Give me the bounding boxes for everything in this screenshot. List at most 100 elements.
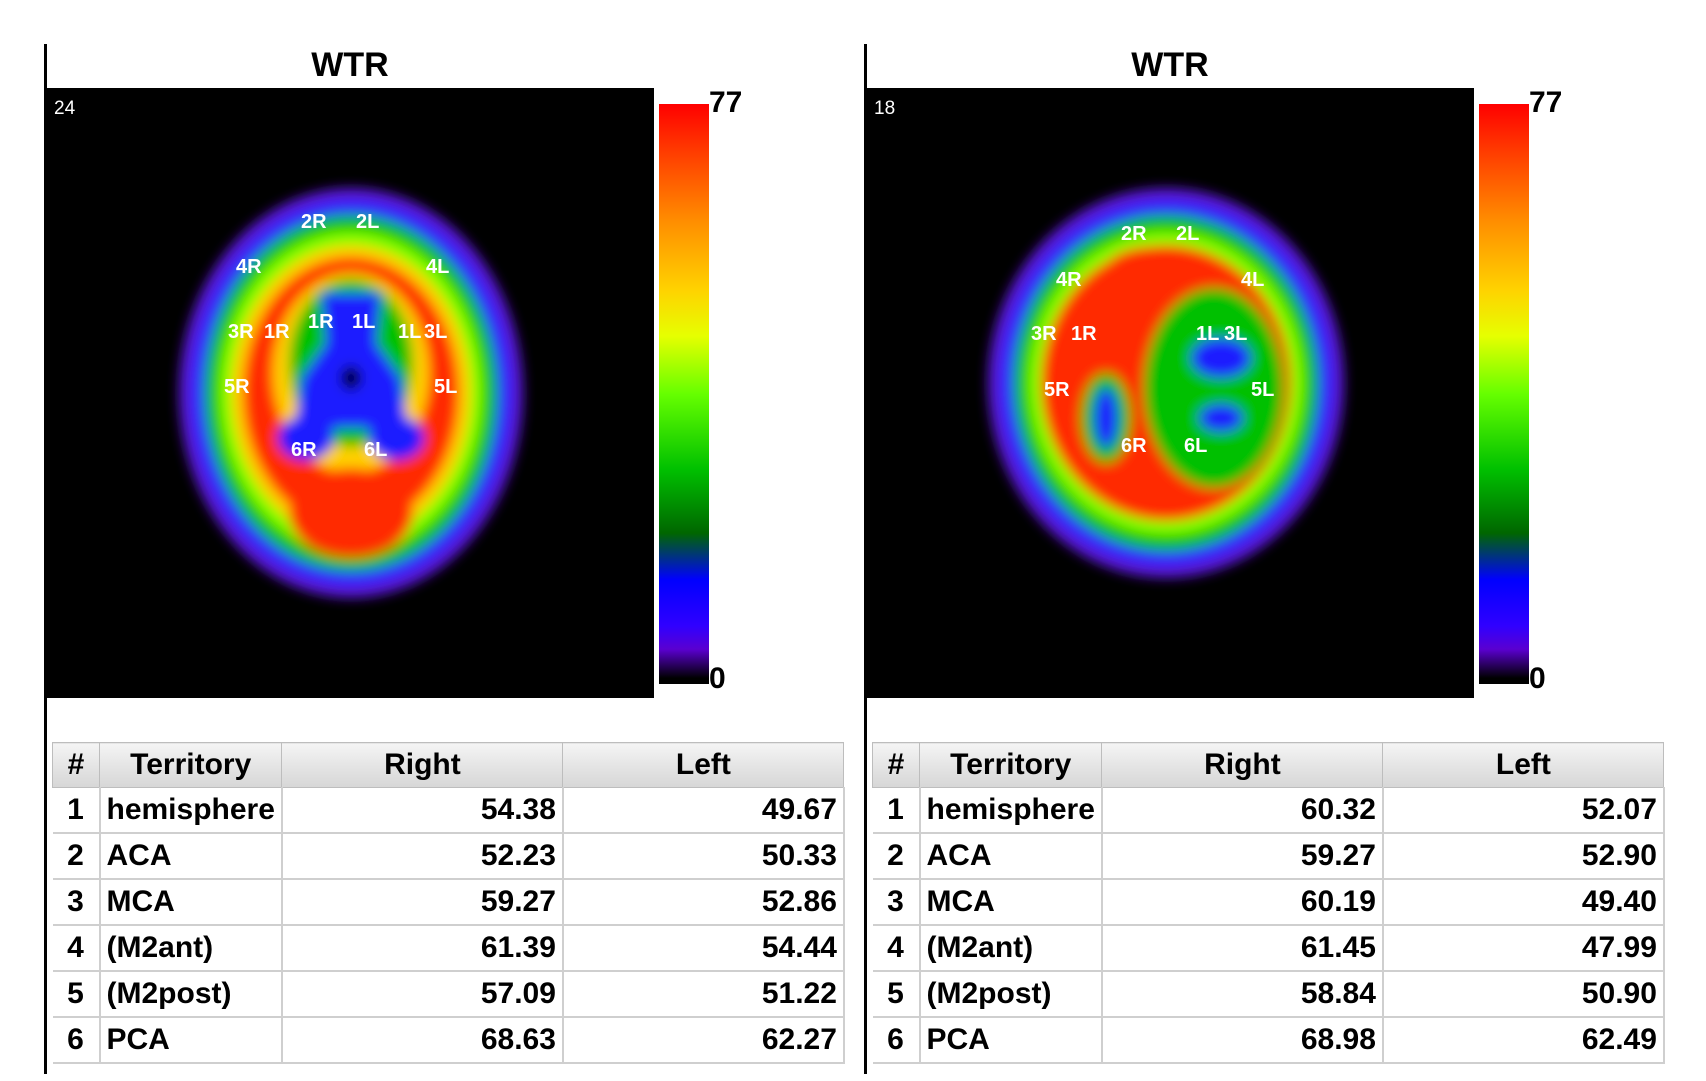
region-label: 1L — [1196, 323, 1219, 345]
row-number: 3 — [872, 879, 921, 926]
left-value: 50.33 — [562, 833, 845, 880]
territory-table: # Territory Right Left 1 hemisphere 60.32 5… — [872, 742, 1665, 1064]
table-row: 6 PCA 68.98 62.49 — [872, 1017, 1665, 1064]
left-divider — [44, 44, 47, 1074]
right-value: 60.32 — [1101, 787, 1384, 834]
table-row: 2 ACA 59.27 52.90 — [872, 833, 1665, 880]
table-row: 4 (M2ant) 61.39 54.44 — [52, 925, 845, 972]
region-label: 6R — [291, 439, 317, 461]
territory-name: ACA — [99, 833, 283, 880]
table-row: 2 ACA 52.23 50.33 — [52, 833, 845, 880]
row-number: 2 — [52, 833, 101, 880]
brain-scan-image: 2R 2L 4R 4L 3R 1R 1R 1L 1L 3L 5R 5L 6R 6L 24 — [46, 88, 654, 698]
panel-title: WTR — [1131, 46, 1209, 84]
left-value: 54.44 — [562, 925, 845, 972]
center-divider — [864, 44, 867, 1074]
region-label: 5R — [1044, 379, 1070, 401]
territory-name: (M2post) — [99, 971, 283, 1018]
col-header-right: Right — [1101, 742, 1384, 788]
region-label: 3R — [1031, 323, 1057, 345]
left-value: 62.49 — [1382, 1017, 1665, 1064]
territory-name: (M2ant) — [99, 925, 283, 972]
region-label: 4R — [236, 256, 262, 278]
table-row: 1 hemisphere 54.38 49.67 — [52, 787, 845, 834]
left-value: 47.99 — [1382, 925, 1665, 972]
region-label: 3R — [228, 321, 254, 343]
territory-name: ACA — [919, 833, 1103, 880]
left-value: 62.27 — [562, 1017, 845, 1064]
table-row: 5 (M2post) 57.09 51.22 — [52, 971, 845, 1018]
brain-perfusion-map: 2R 2L 4R 4L 3R 1R 1L 3L 5R 5L 6R 6L — [988, 188, 1344, 578]
region-label: 1L — [398, 321, 421, 343]
territory-table: # Territory Right Left 1 hemisphere 54.38 4… — [52, 742, 845, 1064]
region-label: 4L — [1241, 269, 1264, 291]
table-row: 4 (M2ant) 61.45 47.99 — [872, 925, 1665, 972]
region-label: 2L — [356, 211, 379, 233]
brain-scan-image: 2R 2L 4R 4L 3R 1R 1L 3L 5R 5L 6R 6L 18 — [866, 88, 1474, 698]
table-row: 3 MCA 59.27 52.86 — [52, 879, 845, 926]
territory-name: MCA — [919, 879, 1103, 926]
row-number: 5 — [52, 971, 101, 1018]
right-value: 59.27 — [1101, 833, 1384, 880]
table-row: 3 MCA 60.19 49.40 — [872, 879, 1665, 926]
color-scale-bar — [1479, 104, 1529, 684]
region-label: 2L — [1176, 223, 1199, 245]
row-number: 5 — [872, 971, 921, 1018]
right-value: 61.45 — [1101, 925, 1384, 972]
col-header-right: Right — [281, 742, 564, 788]
row-number: 2 — [872, 833, 921, 880]
color-scale-min: 0 — [709, 662, 726, 695]
region-label: 1R — [308, 311, 334, 333]
col-header-territory: Territory — [918, 742, 1103, 788]
right-value: 58.84 — [1101, 971, 1384, 1018]
color-scale-max: 77 — [709, 86, 743, 119]
row-number: 1 — [872, 787, 921, 834]
right-panel: WTR 2R 2L 4R 4L 3R 1R 1L 3L 5R 5L 6R 6L 18 77 0 — [866, 0, 1686, 1081]
table-row: 5 (M2post) 58.84 50.90 — [872, 971, 1665, 1018]
region-label: 5R — [224, 376, 250, 398]
row-number: 6 — [52, 1017, 101, 1064]
color-scale-bar — [659, 104, 709, 684]
right-value: 61.39 — [281, 925, 564, 972]
region-label: 3L — [424, 321, 447, 343]
row-number: 6 — [872, 1017, 921, 1064]
territory-name: PCA — [99, 1017, 283, 1064]
right-value: 68.98 — [1101, 1017, 1384, 1064]
territory-name: (M2ant) — [919, 925, 1103, 972]
row-number: 3 — [52, 879, 101, 926]
col-header-territory: Territory — [98, 742, 283, 788]
region-label: 2R — [301, 211, 327, 233]
row-number: 1 — [52, 787, 101, 834]
right-value: 54.38 — [281, 787, 564, 834]
territory-name: hemisphere — [99, 787, 283, 834]
left-value: 49.67 — [562, 787, 845, 834]
table-row: 6 PCA 68.63 62.27 — [52, 1017, 845, 1064]
color-scale-max: 77 — [1529, 86, 1563, 119]
table-header-row: # Territory Right Left — [52, 742, 845, 788]
territory-name: MCA — [99, 879, 283, 926]
right-value: 60.19 — [1101, 879, 1384, 926]
col-header-left: Left — [562, 742, 845, 788]
right-value: 57.09 — [281, 971, 564, 1018]
left-value: 51.22 — [562, 971, 845, 1018]
region-label: 4L — [426, 256, 449, 278]
region-label: 4R — [1056, 269, 1082, 291]
region-label: 5L — [434, 376, 457, 398]
left-panel: WTR 2R 2L 4R 4L 3R 1R 1R 1L 1L 3L 5R 5L 6R 6L — [46, 0, 866, 1081]
left-value: 49.40 — [1382, 879, 1665, 926]
col-header-number: # — [52, 742, 100, 788]
territory-name: (M2post) — [919, 971, 1103, 1018]
left-value: 50.90 — [1382, 971, 1665, 1018]
region-label: 6R — [1121, 435, 1147, 457]
left-value: 52.07 — [1382, 787, 1665, 834]
region-label: 6L — [364, 439, 387, 461]
panel-title: WTR — [311, 46, 389, 84]
left-value: 52.86 — [562, 879, 845, 926]
region-label: 1R — [1071, 323, 1097, 345]
col-header-left: Left — [1382, 742, 1665, 788]
region-label: 1R — [264, 321, 290, 343]
region-label: 5L — [1251, 379, 1274, 401]
row-number: 4 — [872, 925, 921, 972]
region-label: 3L — [1224, 323, 1247, 345]
